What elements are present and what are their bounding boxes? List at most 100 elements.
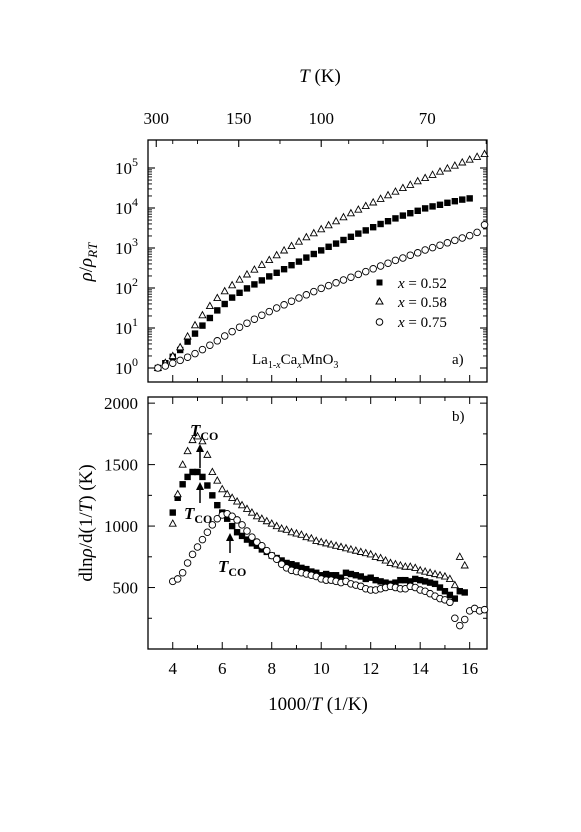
panel-b-point <box>451 614 459 623</box>
panel-a-point <box>362 227 369 234</box>
panel-a-point <box>436 201 444 208</box>
panel-a-point <box>161 362 170 370</box>
panel-b-point <box>450 580 459 589</box>
panel-a-point <box>317 284 325 293</box>
panel-b-point <box>406 562 415 570</box>
panel-b-point <box>214 501 221 509</box>
panel-a-point <box>324 220 333 229</box>
panel-b-point <box>203 528 212 536</box>
panel-a-point <box>176 342 185 351</box>
panel-a-point <box>407 210 414 217</box>
panel-b-point <box>258 541 266 550</box>
panel-b-point <box>272 521 281 530</box>
panel-a-point <box>465 231 474 240</box>
panel-a-y-tick-label: 104 <box>115 195 138 218</box>
top-axis-label: T (K) <box>299 66 341 87</box>
panel-a-point <box>391 187 400 195</box>
panel-b-point <box>435 570 445 579</box>
panel-a-point <box>369 224 377 231</box>
panel-a-point <box>325 243 332 250</box>
panel-a-point <box>384 218 392 225</box>
panel-a-point <box>250 265 259 273</box>
panel-b-point <box>183 446 192 455</box>
panel-a-point <box>168 351 177 360</box>
panel-a-point <box>318 247 325 254</box>
panel-b-x-tick-label: 12 <box>362 659 379 678</box>
panel-b-point <box>232 496 242 505</box>
top-axis-tick-label: 70 <box>419 109 436 128</box>
panel-b-point <box>198 535 207 544</box>
panel-b-point <box>287 527 296 536</box>
panel-b-point <box>327 572 335 579</box>
panel-a-point <box>466 195 473 202</box>
panel-b-point <box>440 571 450 580</box>
panel-b-point <box>456 588 463 595</box>
panel-b-x-tick-label: 8 <box>267 659 276 678</box>
panel-b-point <box>173 575 182 583</box>
tco-arrowhead-x075 <box>226 533 234 541</box>
panel-b-point <box>407 578 414 585</box>
legend-marker-open-circle <box>375 318 384 326</box>
panel-b-point <box>312 536 321 544</box>
panel-a-point <box>183 353 192 361</box>
panel-b-point <box>341 543 351 552</box>
panel-a-point <box>332 240 340 247</box>
panel-b-point <box>431 580 439 588</box>
compound-formula: La1-xCaxMnO3 <box>252 352 338 371</box>
panel-b-point <box>248 533 256 541</box>
panel-b-point <box>208 521 217 529</box>
panel-a-point <box>428 243 437 252</box>
panel-a-point <box>421 246 429 254</box>
tco-annotation-x058: TCO <box>190 421 218 468</box>
panel-a-point <box>376 194 385 202</box>
panel-b-point <box>267 551 276 560</box>
panel-a-label: a) <box>452 352 464 368</box>
panel-a-point <box>421 205 429 212</box>
panel-a-y-tick-label: 105 <box>115 155 138 178</box>
panel-b-point <box>277 523 286 532</box>
panel-a-point <box>302 291 311 299</box>
panel-b-y-tick-label: 1000 <box>104 517 138 536</box>
panel-a-y-tick-label: 103 <box>115 235 138 258</box>
panel-b-point <box>183 559 192 567</box>
panel-a-point <box>458 157 467 166</box>
panel-b-point <box>401 562 410 570</box>
panel-b-point <box>237 500 247 509</box>
panel-a-y-axis-label: ρ/ρRT <box>76 242 100 282</box>
panel-b-point <box>184 473 191 481</box>
panel-a-point <box>273 269 280 276</box>
panel-b-point <box>188 435 197 444</box>
panel-a-point <box>251 281 258 288</box>
panel-a-point <box>236 289 243 296</box>
panel-a-point <box>198 310 207 319</box>
panel-b-point <box>396 560 405 569</box>
panel-a-point <box>235 275 244 283</box>
panel-b-point <box>367 574 374 581</box>
tco-arrowhead-x052 <box>196 482 204 490</box>
panel-b-point <box>441 588 449 595</box>
panel-a-point <box>361 201 370 210</box>
panel-b-point <box>227 493 237 501</box>
panel-b-point <box>169 509 176 516</box>
panel-a-point <box>243 319 251 327</box>
panel-b-y-axis-label: dlnρ/d(1/T) (K) <box>76 464 97 581</box>
panel-a-point <box>266 273 273 280</box>
panel-b-point <box>362 575 369 583</box>
panel-b-point <box>193 431 202 440</box>
panel-a-point <box>472 152 482 160</box>
panel-a-point <box>310 250 317 258</box>
panel-a-point <box>280 266 288 273</box>
panel-a-point <box>362 267 370 276</box>
panel-a-point <box>206 341 214 349</box>
panel-a-point <box>436 241 444 249</box>
panel-b-point <box>213 514 222 523</box>
panel-a-point <box>332 279 340 287</box>
panel-a-point <box>184 338 191 345</box>
panel-a-point <box>302 232 311 241</box>
panel-b-point <box>326 539 336 548</box>
panel-b-point <box>376 553 385 562</box>
panel-b-point <box>420 567 430 575</box>
panel-b-point <box>179 481 186 488</box>
legend-label-x058: x = 0.58 <box>397 295 447 311</box>
panel-b-point <box>372 576 379 584</box>
